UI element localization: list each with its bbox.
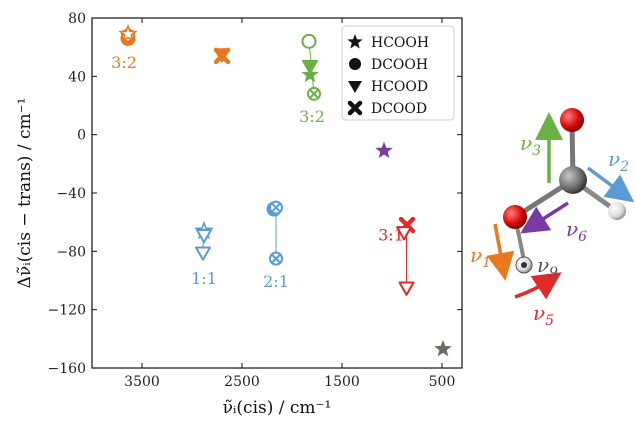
data-point-dcood bbox=[269, 251, 283, 266]
legend-label: HCOOD bbox=[371, 79, 428, 95]
x-tick-label: 2500 bbox=[224, 374, 260, 390]
data-point-hcooh bbox=[375, 141, 393, 159]
y-tick-label: −80 bbox=[56, 244, 86, 260]
data-point-hcooh bbox=[301, 65, 319, 83]
molecule-diagram: ν3 ν2 ν6 ν1 ν9 ν5 bbox=[470, 108, 635, 329]
legend-marker bbox=[348, 81, 362, 93]
data-points bbox=[118, 23, 452, 357]
ratio-annotation: 3:2 bbox=[299, 107, 325, 126]
arrow-nu5 bbox=[514, 272, 562, 300]
ratio-annotation: 3:2 bbox=[111, 53, 137, 72]
legend: HCOOH DCOOH HCOOD DCOOD bbox=[341, 25, 455, 121]
x-axis-title: ν̃ᵢ(cis) / cm⁻¹ bbox=[223, 398, 332, 418]
atom-hydrogen-c bbox=[608, 202, 626, 220]
arrow-nu6 bbox=[520, 201, 569, 234]
x-tick-label: 1500 bbox=[324, 374, 360, 390]
legend-entry: DCOOD bbox=[347, 100, 427, 117]
y-tick-label: 80 bbox=[68, 11, 86, 27]
data-point-dcooh bbox=[301, 33, 317, 49]
legend-label: HCOOH bbox=[371, 35, 429, 51]
legend-entry: HCOOH bbox=[347, 34, 429, 51]
x-tick-label: 3500 bbox=[124, 374, 160, 390]
data-point-dcood bbox=[213, 47, 231, 65]
arrow-nu2 bbox=[586, 166, 635, 203]
data-point-dcood bbox=[307, 86, 321, 101]
data-point-hcooh bbox=[118, 23, 138, 43]
ratio-annotation: 3:1 bbox=[378, 225, 404, 244]
y-axis-title: Δν̃ᵢ(cis − trans) / cm⁻¹ bbox=[15, 98, 35, 289]
y-tick-label: −120 bbox=[48, 303, 86, 319]
data-point-hcood bbox=[398, 281, 415, 296]
y-tick-label: −160 bbox=[48, 361, 86, 377]
atom-oxygen-left bbox=[503, 205, 527, 229]
mode-label: ν3 bbox=[520, 131, 541, 159]
ratio-annotations: 3:2 3:2 1:1 2:1 3:1 bbox=[111, 53, 404, 291]
y-tick-label: 0 bbox=[77, 128, 86, 144]
out-of-plane-dot bbox=[521, 262, 527, 268]
data-point-dcood bbox=[269, 200, 283, 215]
mode-label: ν1 bbox=[470, 243, 491, 271]
y-tick-label: −40 bbox=[56, 186, 86, 202]
axis-ticks: 3500 2500 1500 500 80 40 0 −40 −80 −120 −160 bbox=[48, 11, 462, 390]
ratio-annotation: 2:1 bbox=[263, 272, 289, 291]
mode-label: ν9 bbox=[537, 253, 558, 281]
legend-entry: HCOOD bbox=[348, 79, 428, 95]
legend-marker bbox=[347, 34, 363, 49]
ratio-annotation: 1:1 bbox=[191, 269, 217, 288]
data-point-hcood bbox=[195, 246, 211, 261]
legend-label: DCOOH bbox=[371, 57, 428, 73]
arrow-nu1 bbox=[486, 223, 515, 281]
legend-marker bbox=[349, 58, 361, 70]
legend-marker bbox=[347, 100, 363, 116]
data-point-hcood bbox=[396, 226, 412, 241]
mode-label: ν5 bbox=[533, 301, 554, 329]
data-point-hcood bbox=[196, 229, 212, 244]
legend-label: DCOOD bbox=[371, 101, 427, 117]
mode-label: ν2 bbox=[608, 147, 629, 175]
legend-box bbox=[341, 25, 455, 121]
mode-label: ν6 bbox=[566, 217, 587, 245]
legend-entry: DCOOH bbox=[349, 57, 428, 73]
atom-carbon bbox=[559, 166, 587, 194]
atom-oxygen-top bbox=[560, 108, 584, 132]
y-tick-label: 40 bbox=[68, 69, 86, 85]
x-tick-label: 500 bbox=[429, 374, 456, 390]
data-point-hcooh bbox=[434, 339, 452, 357]
